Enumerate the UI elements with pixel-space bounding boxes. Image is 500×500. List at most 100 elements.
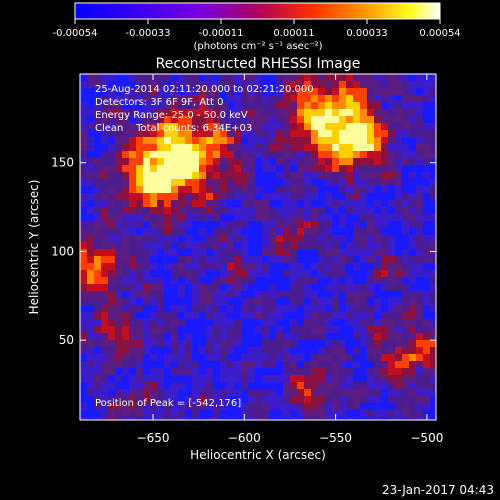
map-pixel: [346, 95, 353, 102]
map-pixel: [423, 151, 430, 158]
map-pixel: [430, 123, 436, 130]
info-peak-position: Position of Peak = [-542,176]: [95, 398, 241, 409]
map-pixel: [192, 130, 199, 137]
map-pixel: [164, 389, 171, 396]
map-pixel: [199, 284, 206, 291]
map-pixel: [101, 396, 108, 403]
map-pixel: [150, 88, 157, 95]
map-pixel: [108, 200, 115, 207]
map-pixel: [332, 193, 339, 200]
map-pixel: [360, 403, 367, 410]
map-pixel: [150, 284, 157, 291]
map-pixel: [409, 361, 416, 368]
map-pixel: [402, 144, 409, 151]
map-pixel: [108, 165, 115, 172]
map-pixel: [129, 256, 136, 263]
map-pixel: [360, 312, 367, 319]
map-pixel: [129, 102, 136, 109]
map-pixel: [269, 228, 276, 235]
map-pixel: [297, 305, 304, 312]
map-pixel: [339, 242, 346, 249]
map-pixel: [353, 340, 360, 347]
map-pixel: [374, 256, 381, 263]
map-pixel: [255, 207, 262, 214]
map-pixel: [101, 263, 108, 270]
map-pixel: [374, 95, 381, 102]
map-pixel: [150, 193, 157, 200]
map-pixel: [227, 200, 234, 207]
map-pixel: [220, 144, 227, 151]
map-pixel: [297, 417, 304, 420]
map-pixel: [283, 319, 290, 326]
map-pixel: [402, 312, 409, 319]
map-pixel: [290, 242, 297, 249]
map-pixel: [136, 102, 143, 109]
map-pixel: [150, 221, 157, 228]
map-pixel: [255, 249, 262, 256]
map-pixel: [381, 116, 388, 123]
map-pixel: [402, 102, 409, 109]
map-pixel: [122, 368, 129, 375]
map-pixel: [290, 137, 297, 144]
map-pixel: [297, 221, 304, 228]
map-pixel: [269, 158, 276, 165]
map-pixel: [325, 95, 332, 102]
map-pixel: [122, 228, 129, 235]
map-pixel: [374, 242, 381, 249]
map-pixel: [178, 375, 185, 382]
map-pixel: [241, 340, 248, 347]
map-pixel: [416, 158, 423, 165]
map-pixel: [101, 172, 108, 179]
map-pixel: [262, 221, 269, 228]
map-pixel: [325, 242, 332, 249]
map-pixel: [353, 102, 360, 109]
map-pixel: [430, 312, 436, 319]
map-pixel: [381, 158, 388, 165]
map-pixel: [339, 347, 346, 354]
map-pixel: [353, 389, 360, 396]
map-pixel: [395, 95, 402, 102]
map-pixel: [122, 347, 129, 354]
map-pixel: [367, 396, 374, 403]
map-pixel: [269, 130, 276, 137]
map-pixel: [185, 130, 192, 137]
map-pixel: [311, 221, 318, 228]
map-pixel: [367, 144, 374, 151]
map-pixel: [423, 368, 430, 375]
map-pixel: [143, 354, 150, 361]
map-pixel: [164, 179, 171, 186]
map-pixel: [374, 277, 381, 284]
map-pixel: [192, 354, 199, 361]
map-pixel: [290, 102, 297, 109]
map-pixel: [248, 95, 255, 102]
map-pixel: [283, 235, 290, 242]
map-pixel: [234, 403, 241, 410]
map-pixel: [339, 214, 346, 221]
map-pixel: [430, 74, 436, 81]
map-pixel: [276, 361, 283, 368]
map-pixel: [192, 242, 199, 249]
map-pixel: [346, 186, 353, 193]
map-pixel: [360, 333, 367, 340]
map-pixel: [318, 298, 325, 305]
map-pixel: [199, 354, 206, 361]
map-pixel: [430, 368, 436, 375]
map-pixel: [269, 172, 276, 179]
map-pixel: [164, 256, 171, 263]
map-pixel: [122, 417, 129, 420]
map-pixel: [87, 256, 94, 263]
map-pixel: [213, 130, 220, 137]
map-pixel: [199, 165, 206, 172]
map-pixel: [374, 235, 381, 242]
map-pixel: [164, 158, 171, 165]
map-pixel: [248, 207, 255, 214]
map-pixel: [101, 270, 108, 277]
map-pixel: [94, 270, 101, 277]
map-pixel: [241, 207, 248, 214]
map-pixel: [367, 74, 374, 81]
map-pixel: [409, 137, 416, 144]
map-pixel: [206, 410, 213, 417]
map-pixel: [262, 235, 269, 242]
map-pixel: [430, 396, 436, 403]
map-pixel: [199, 200, 206, 207]
